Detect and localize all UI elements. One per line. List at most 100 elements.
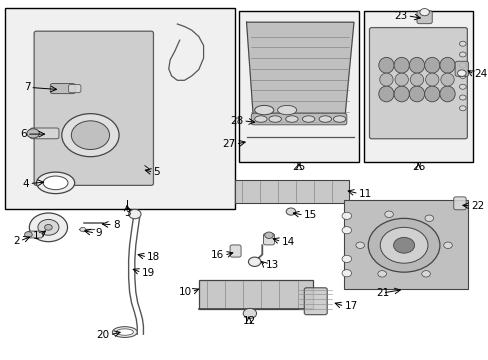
FancyBboxPatch shape (304, 288, 326, 315)
Ellipse shape (408, 57, 424, 73)
Text: 20: 20 (96, 330, 109, 340)
Text: 28: 28 (229, 116, 243, 126)
Bar (5, 8, 234, 209)
Ellipse shape (378, 86, 393, 102)
Text: 21: 21 (375, 288, 388, 298)
Ellipse shape (378, 57, 393, 73)
Ellipse shape (379, 73, 392, 86)
Circle shape (459, 73, 465, 78)
Text: 3: 3 (123, 208, 130, 218)
Circle shape (264, 232, 273, 238)
Text: 7: 7 (23, 82, 30, 93)
Circle shape (71, 121, 109, 149)
Circle shape (243, 309, 256, 319)
Text: 4: 4 (22, 179, 29, 189)
Text: 22: 22 (470, 201, 483, 211)
Ellipse shape (409, 73, 423, 86)
Ellipse shape (333, 116, 345, 122)
Text: 1: 1 (33, 231, 40, 240)
Polygon shape (246, 22, 353, 123)
Ellipse shape (439, 86, 454, 102)
FancyBboxPatch shape (251, 113, 346, 125)
Bar (199, 280, 313, 309)
Circle shape (29, 213, 67, 242)
Circle shape (61, 114, 119, 157)
Ellipse shape (112, 327, 137, 337)
Text: 16: 16 (210, 250, 224, 260)
Text: 24: 24 (473, 69, 487, 79)
FancyBboxPatch shape (263, 233, 274, 245)
Text: 23: 23 (393, 11, 407, 21)
Text: 2: 2 (13, 236, 20, 246)
Ellipse shape (277, 105, 296, 115)
Ellipse shape (439, 57, 454, 73)
Circle shape (80, 227, 85, 231)
FancyBboxPatch shape (416, 11, 431, 24)
Circle shape (459, 95, 465, 100)
Circle shape (341, 255, 351, 262)
Circle shape (457, 70, 465, 76)
Ellipse shape (254, 105, 273, 115)
Circle shape (355, 242, 364, 248)
Circle shape (248, 257, 260, 266)
Ellipse shape (37, 172, 75, 194)
Text: 17: 17 (344, 301, 357, 311)
Ellipse shape (116, 329, 133, 335)
Text: 15: 15 (303, 210, 316, 220)
Circle shape (367, 219, 439, 272)
Circle shape (419, 9, 428, 16)
Circle shape (285, 208, 295, 215)
Ellipse shape (393, 57, 408, 73)
Circle shape (459, 52, 465, 57)
Circle shape (459, 63, 465, 68)
Ellipse shape (425, 73, 438, 86)
Circle shape (393, 237, 414, 253)
FancyBboxPatch shape (68, 85, 81, 93)
Text: 13: 13 (265, 260, 278, 270)
Text: 12: 12 (242, 316, 255, 325)
Text: 26: 26 (411, 162, 424, 172)
Ellipse shape (424, 86, 439, 102)
Circle shape (380, 227, 427, 263)
Bar (239, 12, 358, 162)
Circle shape (44, 225, 52, 230)
Ellipse shape (254, 116, 266, 122)
Circle shape (459, 84, 465, 89)
Ellipse shape (408, 86, 424, 102)
Ellipse shape (43, 176, 68, 190)
Bar (363, 12, 472, 162)
Text: 10: 10 (178, 287, 191, 297)
Text: 6: 6 (20, 129, 27, 139)
Circle shape (341, 226, 351, 234)
Text: 18: 18 (147, 252, 160, 262)
FancyBboxPatch shape (369, 28, 467, 139)
Circle shape (341, 270, 351, 277)
FancyBboxPatch shape (30, 128, 59, 139)
Circle shape (459, 41, 465, 46)
Circle shape (341, 212, 351, 220)
Circle shape (424, 215, 433, 221)
Circle shape (24, 231, 32, 237)
Circle shape (443, 242, 451, 248)
Circle shape (27, 129, 39, 138)
Ellipse shape (424, 57, 439, 73)
Ellipse shape (302, 116, 314, 122)
Text: 25: 25 (292, 162, 305, 172)
Ellipse shape (319, 116, 331, 122)
Circle shape (384, 211, 392, 217)
Ellipse shape (393, 86, 408, 102)
Ellipse shape (268, 116, 281, 122)
Ellipse shape (285, 116, 298, 122)
Text: 5: 5 (153, 167, 160, 177)
Text: 11: 11 (358, 189, 371, 199)
Text: 14: 14 (281, 237, 294, 247)
Circle shape (38, 220, 59, 235)
FancyBboxPatch shape (230, 245, 241, 257)
FancyBboxPatch shape (50, 84, 75, 94)
Circle shape (128, 210, 141, 219)
Ellipse shape (394, 73, 407, 86)
Ellipse shape (440, 73, 453, 86)
FancyBboxPatch shape (453, 197, 465, 210)
FancyBboxPatch shape (34, 31, 153, 185)
FancyBboxPatch shape (454, 61, 468, 76)
